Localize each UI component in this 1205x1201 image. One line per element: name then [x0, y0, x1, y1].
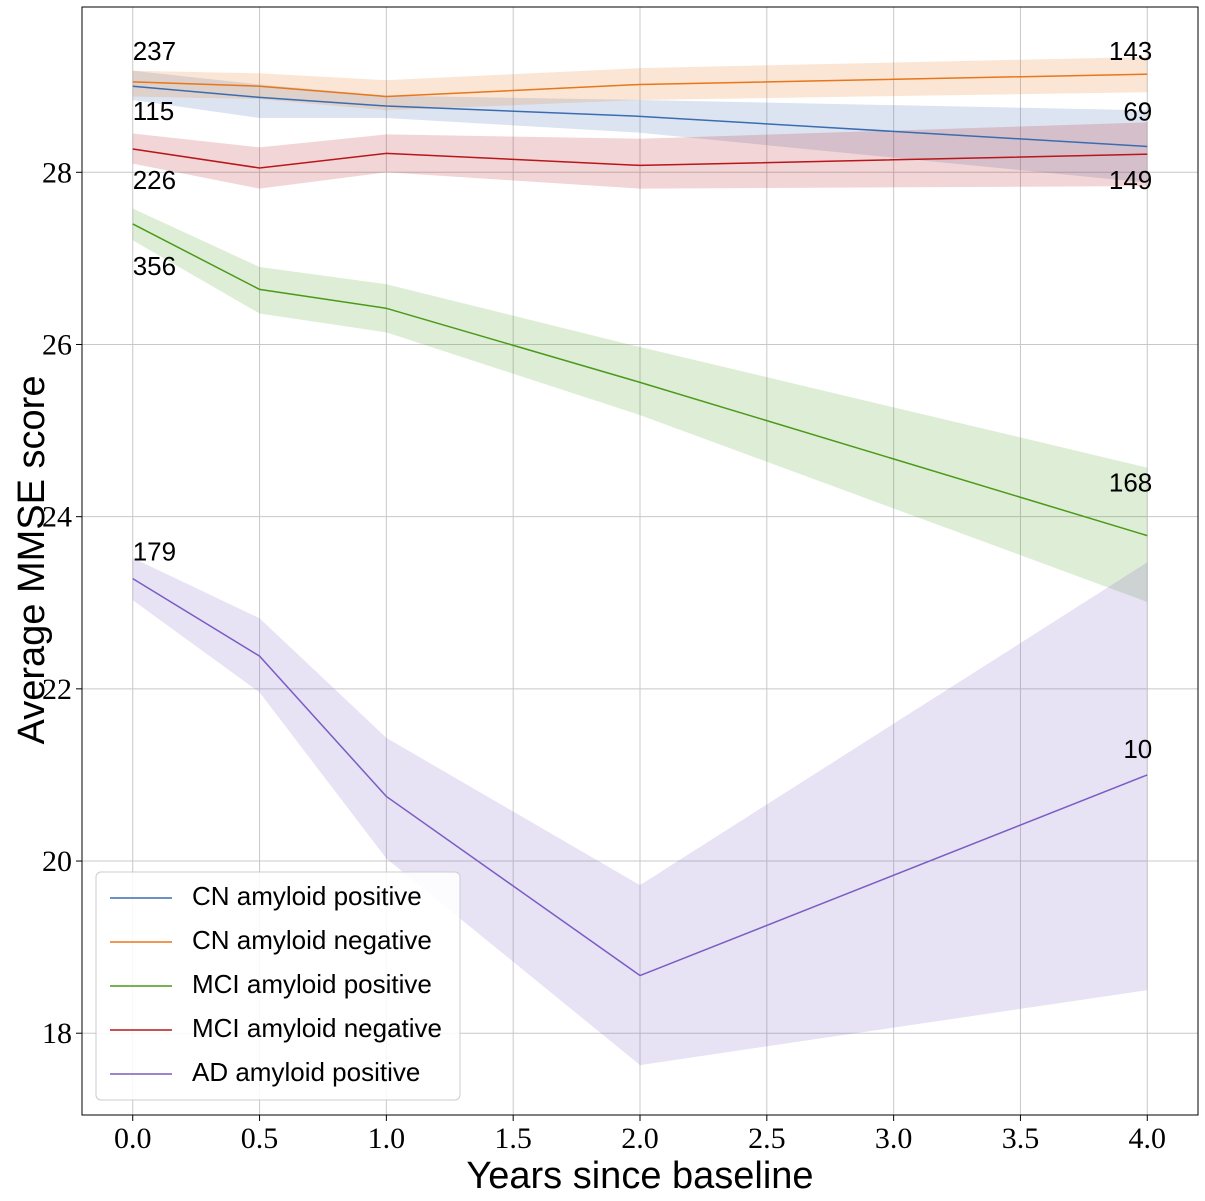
count-label: 179 — [133, 537, 176, 567]
line — [132, 223, 1148, 537]
legend-label: AD amyloid positive — [192, 1057, 420, 1087]
count-label: 168 — [1109, 468, 1152, 498]
confidence-band — [132, 557, 1148, 1066]
x-tick-label: 4.0 — [1129, 1122, 1167, 1155]
line — [132, 85, 1148, 148]
y-tick-label: 18 — [42, 1017, 72, 1050]
legend-label: CN amyloid positive — [192, 881, 422, 911]
y-tick-label: 22 — [42, 673, 72, 706]
x-tick-label: 3.0 — [875, 1122, 913, 1155]
legend-label: CN amyloid negative — [192, 925, 432, 955]
count-label: 237 — [133, 36, 176, 66]
y-tick-label: 28 — [42, 156, 72, 189]
confidence-band — [132, 70, 1148, 183]
line — [132, 578, 1148, 977]
x-tick-label: 3.5 — [1002, 1122, 1040, 1155]
confidence-band — [132, 208, 1148, 602]
y-axis-label: Average MMSE score — [11, 376, 53, 745]
x-tick-label: 1.5 — [494, 1122, 532, 1155]
line — [132, 148, 1148, 169]
y-tick-label: 26 — [42, 328, 72, 361]
plot-frame — [81, 6, 1199, 1116]
x-tick-label: 0.5 — [241, 1122, 279, 1155]
count-label: 115 — [133, 96, 174, 126]
x-tick-label: 2.0 — [621, 1122, 659, 1155]
x-axis-label: Years since baseline — [466, 1155, 813, 1197]
legend-box — [95, 871, 461, 1101]
x-tick-label: 1.0 — [368, 1122, 406, 1155]
y-tick-label: 20 — [42, 845, 72, 878]
y-tick-label: 24 — [42, 501, 72, 534]
confidence-band — [132, 122, 1148, 189]
count-label: 356 — [133, 251, 176, 281]
count-label: 226 — [133, 165, 176, 195]
line — [132, 73, 1148, 98]
legend-label: MCI amyloid positive — [192, 969, 432, 999]
count-label: 69 — [1123, 96, 1152, 126]
x-tick-label: 2.5 — [748, 1122, 786, 1155]
count-label: 10 — [1123, 734, 1152, 764]
legend-label: MCI amyloid negative — [192, 1013, 442, 1043]
count-label: 143 — [1109, 36, 1152, 66]
x-tick-label: 0.0 — [114, 1122, 152, 1155]
count-label: 149 — [1109, 165, 1152, 195]
